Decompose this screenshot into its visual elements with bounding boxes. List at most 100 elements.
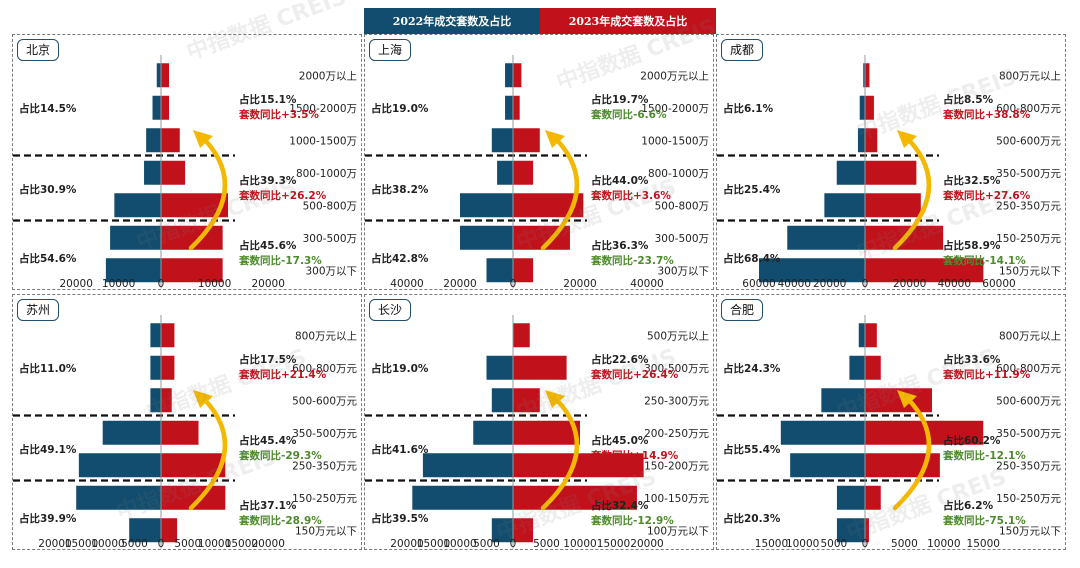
axis-tick-label: 10000	[786, 538, 819, 550]
bar-2022	[821, 388, 865, 413]
axis-tick-label: 40000	[938, 278, 971, 290]
category-label: 350-500万元	[292, 428, 357, 440]
bar-2023	[161, 518, 178, 543]
bar-2022	[105, 258, 161, 283]
bar-2022	[491, 388, 513, 413]
legend-2023: 2023年成交套数及占比	[540, 8, 716, 34]
chart-beijing: 2000万以上 1500-2000万 1000-1500万 800-1000万 500-…	[13, 55, 357, 290]
yoy-change-label: 套数同比+14.9%	[590, 449, 679, 462]
share-2022-label: 占比19.0%	[371, 102, 429, 115]
category-label: 600-800万元	[996, 103, 1061, 115]
category-label: 300万以下	[657, 265, 709, 277]
category-label: 100万元以下	[647, 525, 709, 537]
trend-arrow-head	[897, 390, 917, 408]
yoy-change-label: 套数同比-6.6%	[590, 108, 667, 121]
category-label: 150万元以下	[999, 525, 1061, 537]
bar-2023	[865, 95, 874, 120]
chart-panel-chengdu: 800万元以上 600-800万元 500-600万元 350-500万元 250-35…	[716, 34, 1066, 290]
legend: 2022年成交套数及占比 2023年成交套数及占比	[364, 8, 716, 34]
bar-2023	[513, 420, 580, 445]
axis-tick-label: 15000	[65, 538, 98, 550]
yoy-change-label: 套数同比+27.6%	[942, 189, 1031, 202]
axis-tick-label: 20000	[59, 278, 92, 290]
chart-suzhou: 800万元以上 600-800万元 500-600万元 350-500万元 250-35…	[13, 315, 357, 550]
yoy-change-label: 套数同比-23.7%	[590, 254, 674, 267]
bar-2022	[150, 323, 161, 348]
share-2023-label: 占比32.5%	[943, 174, 1001, 187]
category-label: 250-300万元	[644, 395, 709, 407]
category-label: 800万元以上	[295, 330, 357, 342]
chart-chengdu: 800万元以上 600-800万元 500-600万元 350-500万元 250-35…	[717, 55, 1061, 290]
bar-2023	[161, 160, 186, 185]
bar-2023	[865, 128, 878, 153]
axis-tick-label: 40000	[390, 278, 423, 290]
axis-tick-label: 20000	[813, 278, 846, 290]
share-2022-label: 占比39.9%	[19, 512, 77, 525]
chart-panel-changsha: 500万元以上 300-500万元 250-300万元 200-250万元 150-20…	[364, 294, 714, 550]
share-2023-label: 占比8.5%	[943, 93, 994, 106]
category-label: 100-150万元	[644, 493, 709, 505]
share-2023-label: 占比33.6%	[943, 353, 1001, 366]
share-2023-label: 占比60.2%	[943, 434, 1001, 447]
bar-2023	[513, 258, 534, 283]
trend-arrow-head	[193, 130, 213, 148]
chart-hefei: 800万元以上 600-800万元 500-600万元 350-500万元 250-35…	[717, 315, 1061, 550]
yoy-change-label: 套数同比+3.6%	[590, 189, 671, 202]
axis-tick-label: 15000	[967, 538, 1000, 550]
category-label: 600-800万元	[292, 363, 357, 375]
yoy-change-label: 套数同比-75.1%	[942, 514, 1026, 527]
yoy-change-label: 套数同比+11.9%	[942, 368, 1031, 381]
bar-2023	[513, 485, 637, 510]
category-label: 600-800万元	[996, 363, 1061, 375]
bar-2022	[114, 193, 161, 218]
bar-2023	[161, 258, 223, 283]
axis-tick-label: 20000	[630, 538, 663, 550]
trend-arrow-curve	[540, 397, 580, 511]
category-label: 150-250万元	[996, 233, 1061, 245]
share-2022-label: 占比14.5%	[19, 102, 77, 115]
yoy-change-label: 套数同比+3.5%	[238, 108, 319, 121]
share-2022-label: 占比20.3%	[723, 512, 781, 525]
category-label: 150-200万元	[644, 460, 709, 472]
bar-2022	[780, 420, 865, 445]
axis-tick-label: 15000	[755, 538, 788, 550]
share-2023-label: 占比15.1%	[239, 93, 297, 106]
bar-2023	[865, 518, 869, 543]
bar-2022	[102, 420, 161, 445]
share-2023-label: 占比39.3%	[239, 174, 297, 187]
category-label: 350-500万元	[996, 168, 1061, 180]
bar-2022	[486, 258, 513, 283]
bar-2022	[824, 193, 865, 218]
share-2023-label: 占比36.3%	[591, 239, 649, 252]
bar-2022	[505, 95, 513, 120]
bar-2023	[865, 63, 870, 88]
bar-2022	[857, 128, 865, 153]
bar-2023	[161, 95, 170, 120]
axis-tick-label: 60000	[982, 278, 1015, 290]
bar-2022	[486, 355, 513, 380]
share-2022-label: 占比42.8%	[371, 252, 429, 265]
axis-tick-label: 10000	[563, 538, 596, 550]
bar-2023	[865, 193, 921, 218]
axis-tick-label: 5000	[121, 538, 148, 550]
yoy-change-label: 套数同比+21.4%	[238, 368, 327, 381]
bar-2023	[161, 388, 172, 413]
axis-tick-label: 20000	[443, 278, 476, 290]
share-2022-label: 占比25.4%	[723, 183, 781, 196]
category-label: 2000万以上	[299, 70, 357, 82]
bar-2022	[491, 128, 513, 153]
bar-2023	[513, 63, 522, 88]
category-label: 500-600万元	[292, 395, 357, 407]
bar-2023	[513, 518, 534, 543]
axis-tick-label: 15000	[597, 538, 630, 550]
share-2022-label: 占比30.9%	[19, 183, 77, 196]
yoy-change-label: 套数同比+26.4%	[590, 368, 679, 381]
yoy-change-label: 套数同比+26.2%	[238, 189, 327, 202]
bar-2022	[150, 355, 161, 380]
share-2022-label: 占比19.0%	[371, 362, 429, 375]
category-label: 500-600万元	[996, 135, 1061, 147]
bar-2023	[161, 355, 175, 380]
trend-arrow-head	[193, 390, 213, 408]
share-2023-label: 占比58.9%	[943, 239, 1001, 252]
category-label: 500万元以上	[647, 330, 709, 342]
